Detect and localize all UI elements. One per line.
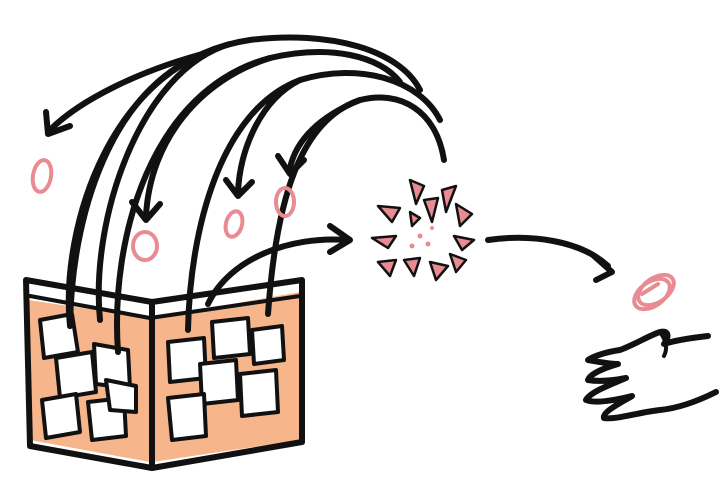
coin-icon — [632, 272, 676, 312]
hand-icon — [583, 328, 719, 422]
token-icon — [131, 230, 159, 262]
token-icon — [274, 186, 296, 218]
open-box-icon — [23, 277, 305, 471]
burst-icon — [370, 178, 476, 282]
floating-tokens — [30, 158, 296, 262]
arrow-to-coin — [485, 234, 615, 283]
token-icon — [30, 158, 54, 194]
token-icon — [223, 209, 245, 239]
box-papers-right — [166, 316, 286, 442]
arrow-to-burst — [205, 223, 353, 307]
arrows-box-to-tokens — [43, 34, 447, 355]
